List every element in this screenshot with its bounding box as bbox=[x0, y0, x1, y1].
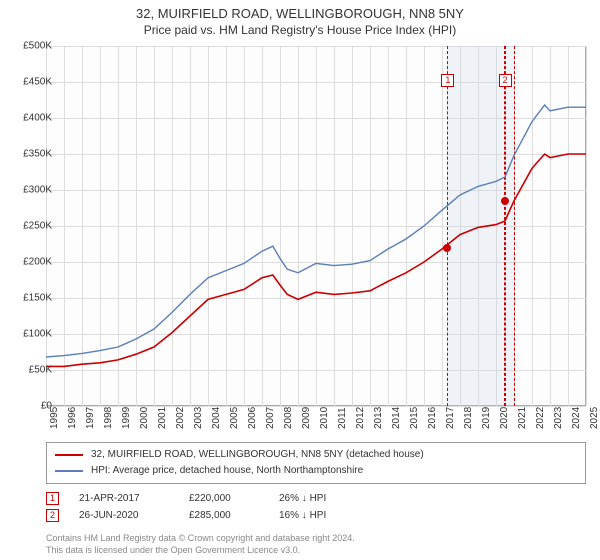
x-axis-label: 2024 bbox=[571, 407, 582, 429]
x-axis-label: 2017 bbox=[445, 407, 456, 429]
x-axis-label: 2009 bbox=[301, 407, 312, 429]
sales-row-delta: 16% ↓ HPI bbox=[279, 510, 359, 521]
footer-attribution: Contains HM Land Registry data © Crown c… bbox=[46, 532, 586, 556]
x-axis-label: 2011 bbox=[337, 407, 348, 429]
sale-point bbox=[443, 244, 451, 252]
x-axis-label: 2013 bbox=[373, 407, 384, 429]
sales-table: 1 21-APR-2017 £220,000 26% ↓ HPI 2 26-JUN-202… bbox=[46, 490, 586, 524]
gridline-v bbox=[586, 46, 587, 406]
legend-area: 32, MUIRFIELD ROAD, WELLINGBOROUGH, NN8 … bbox=[46, 442, 586, 524]
x-axis-label: 2002 bbox=[175, 407, 186, 429]
x-axis-label: 2022 bbox=[535, 407, 546, 429]
sale-marker-box: 1 bbox=[441, 74, 454, 87]
x-axis-label: 2007 bbox=[265, 407, 276, 429]
legend-label: 32, MUIRFIELD ROAD, WELLINGBOROUGH, NN8 … bbox=[91, 447, 424, 463]
y-axis-label: £0 bbox=[8, 401, 52, 412]
y-axis-label: £150K bbox=[8, 293, 52, 304]
sale-marker-box: 2 bbox=[499, 74, 512, 87]
legend-row: HPI: Average price, detached house, Nort… bbox=[55, 463, 577, 479]
legend-label: HPI: Average price, detached house, Nort… bbox=[91, 463, 363, 479]
sales-row-date: 26-JUN-2020 bbox=[79, 510, 169, 521]
sales-row-price: £285,000 bbox=[189, 510, 259, 521]
sales-table-row: 1 21-APR-2017 £220,000 26% ↓ HPI bbox=[46, 490, 586, 507]
x-axis-label: 2003 bbox=[193, 407, 204, 429]
y-axis-label: £300K bbox=[8, 185, 52, 196]
legend-box: 32, MUIRFIELD ROAD, WELLINGBOROUGH, NN8 … bbox=[46, 442, 586, 484]
y-axis-label: £100K bbox=[8, 329, 52, 340]
x-axis-label: 2000 bbox=[139, 407, 150, 429]
sales-row-delta: 26% ↓ HPI bbox=[279, 493, 359, 504]
legend-row: 32, MUIRFIELD ROAD, WELLINGBOROUGH, NN8 … bbox=[55, 447, 577, 463]
x-axis-label: 2012 bbox=[355, 407, 366, 429]
y-axis-label: £200K bbox=[8, 257, 52, 268]
x-axis-label: 2025 bbox=[589, 407, 600, 429]
series-line-hpi bbox=[46, 105, 586, 357]
sale-point bbox=[501, 197, 509, 205]
chart-title: 32, MUIRFIELD ROAD, WELLINGBOROUGH, NN8 … bbox=[0, 0, 600, 21]
x-axis-label: 2019 bbox=[481, 407, 492, 429]
sales-row-marker: 2 bbox=[46, 509, 59, 522]
sales-row-marker: 1 bbox=[46, 492, 59, 505]
chart-series-svg bbox=[46, 46, 586, 406]
x-axis-label: 2001 bbox=[157, 407, 168, 429]
sales-row-price: £220,000 bbox=[189, 493, 259, 504]
x-axis-label: 2014 bbox=[391, 407, 402, 429]
x-axis-label: 1996 bbox=[67, 407, 78, 429]
y-axis-label: £250K bbox=[8, 221, 52, 232]
series-line-property bbox=[46, 154, 586, 366]
footer-line-2: This data is licensed under the Open Gov… bbox=[46, 544, 586, 556]
chart-subtitle: Price paid vs. HM Land Registry's House … bbox=[0, 21, 600, 37]
x-axis-label: 2015 bbox=[409, 407, 420, 429]
y-axis-label: £400K bbox=[8, 113, 52, 124]
sales-table-row: 2 26-JUN-2020 £285,000 16% ↓ HPI bbox=[46, 507, 586, 524]
chart-area: 12 1995199619971998199920002001200220032… bbox=[46, 46, 586, 406]
x-axis-label: 1999 bbox=[121, 407, 132, 429]
x-axis-label: 2021 bbox=[517, 407, 528, 429]
y-axis-label: £50K bbox=[8, 365, 52, 376]
x-axis-label: 2008 bbox=[283, 407, 294, 429]
x-axis-label: 2020 bbox=[499, 407, 510, 429]
footer-line-1: Contains HM Land Registry data © Crown c… bbox=[46, 532, 586, 544]
x-axis-label: 2023 bbox=[553, 407, 564, 429]
sales-row-date: 21-APR-2017 bbox=[79, 493, 169, 504]
legend-swatch bbox=[55, 470, 83, 472]
y-axis-label: £450K bbox=[8, 77, 52, 88]
y-axis-label: £350K bbox=[8, 149, 52, 160]
x-axis-label: 1997 bbox=[85, 407, 96, 429]
x-axis-label: 2016 bbox=[427, 407, 438, 429]
legend-swatch bbox=[55, 454, 83, 456]
y-axis-label: £500K bbox=[8, 41, 52, 52]
x-axis-label: 2018 bbox=[463, 407, 474, 429]
x-axis-label: 2004 bbox=[211, 407, 222, 429]
x-axis-label: 2006 bbox=[247, 407, 258, 429]
x-axis-label: 1998 bbox=[103, 407, 114, 429]
x-axis-label: 2010 bbox=[319, 407, 330, 429]
x-axis-label: 2005 bbox=[229, 407, 240, 429]
